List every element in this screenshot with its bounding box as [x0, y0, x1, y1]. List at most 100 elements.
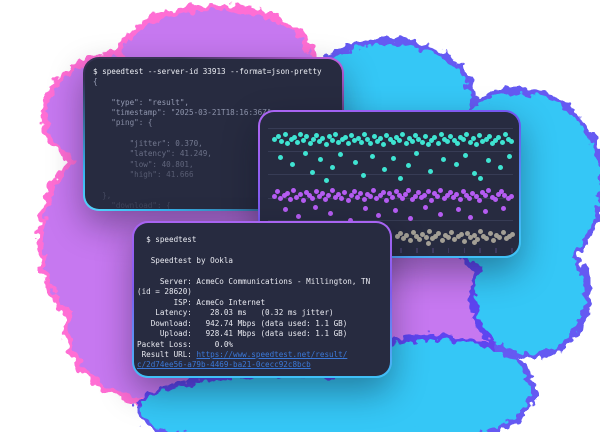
data-dot: [303, 133, 309, 139]
data-dot: [483, 235, 489, 241]
data-dot: [294, 139, 300, 145]
data-dot: [412, 193, 418, 199]
data-dot: [435, 140, 441, 146]
data-dot: [467, 139, 473, 145]
data-dot: [399, 195, 405, 201]
data-dot: [434, 193, 440, 199]
data-dot: [413, 233, 419, 239]
data-dot: [432, 233, 438, 239]
data-dot: [361, 131, 367, 137]
data-dot: [396, 192, 402, 198]
data-dot: [444, 192, 450, 198]
data-dot: [319, 135, 325, 141]
data-dot: [500, 229, 506, 235]
data-dot: [369, 153, 375, 159]
data-dot: [396, 137, 402, 143]
x-axis-tick: [447, 248, 450, 253]
data-dot: [370, 187, 376, 193]
data-dot: [386, 190, 392, 196]
data-dot: [400, 235, 406, 241]
data-dot: [399, 131, 405, 137]
data-dot: [460, 136, 466, 142]
data-dot: [274, 188, 280, 194]
terminal-window-summary: $ speedtest Speedtest by Ookla Server: A…: [132, 221, 392, 378]
data-dot: [499, 139, 505, 145]
data-dot: [387, 136, 393, 142]
data-dot: [288, 136, 294, 142]
data-dot: [319, 190, 325, 196]
data-dot: [394, 233, 400, 239]
data-dot: [441, 136, 447, 142]
data-dot: [312, 204, 318, 210]
data-dot: [306, 192, 312, 198]
data-dot: [477, 175, 483, 181]
data-dot: [326, 133, 332, 139]
data-dot: [282, 131, 288, 137]
data-dot: [403, 140, 409, 146]
data-dot: [309, 195, 315, 201]
data-dot: [473, 193, 479, 199]
data-dot: [483, 136, 489, 142]
data-dot: [423, 234, 429, 240]
latency-scatter-plot: [260, 112, 519, 256]
data-dot: [351, 137, 357, 143]
data-dot: [354, 194, 360, 200]
data-dot: [489, 140, 495, 146]
data-dot: [377, 192, 383, 198]
data-dot: [453, 161, 459, 167]
data-dot: [392, 207, 398, 213]
data-dot: [489, 194, 495, 200]
data-dot: [431, 190, 437, 196]
data-dot: [479, 189, 485, 195]
data-dot: [493, 232, 499, 238]
data-dot: [316, 193, 322, 199]
data-dot: [453, 191, 459, 197]
data-dot: [425, 240, 431, 246]
data-dot: [364, 136, 370, 142]
result-url-link[interactable]: https://www.speedtest.net/result/ c/2d74…: [137, 349, 348, 370]
data-dot: [440, 156, 446, 162]
data-dot: [490, 237, 496, 243]
data-dot: [407, 237, 413, 243]
data-dot: [317, 156, 323, 162]
data-dot: [375, 212, 381, 218]
data-dot: [422, 204, 428, 210]
data-dot: [397, 230, 403, 236]
data-dot: [508, 138, 514, 144]
data-dot: [338, 195, 344, 201]
data-dot: [322, 196, 328, 202]
plot-gridline: [268, 128, 513, 129]
data-dot: [506, 233, 512, 239]
data-dot: [309, 169, 315, 175]
data-dot: [377, 135, 383, 141]
data-dot: [448, 229, 454, 235]
data-dot: [437, 211, 443, 217]
data-dot: [435, 230, 441, 236]
data-dot: [289, 161, 295, 167]
data-dot: [485, 187, 491, 193]
data-dot: [327, 210, 333, 216]
data-dot: [454, 140, 460, 146]
summary-output: Speedtest by Ookla Server: AcmeCo Commun…: [137, 255, 371, 359]
data-dot: [502, 131, 508, 137]
data-dot: [441, 195, 447, 201]
data-dot: [347, 217, 353, 223]
data-dot: [467, 234, 473, 240]
x-axis-tick: [432, 248, 434, 253]
json-output-body: { "type": "result", "timestamp": "2025-0…: [93, 77, 276, 209]
data-dot: [380, 189, 386, 195]
data-dot: [332, 194, 338, 200]
data-dot: [374, 138, 380, 144]
data-dot: [405, 162, 411, 168]
data-dot: [291, 134, 297, 140]
data-dot: [461, 238, 467, 244]
data-dot: [467, 214, 473, 220]
x-axis-tick: [463, 248, 466, 253]
json-command-line: $ speedtest --server-id 33913 --format=j…: [93, 67, 322, 76]
data-dot: [482, 192, 488, 198]
data-dot: [422, 133, 428, 139]
data-dot: [455, 206, 461, 212]
data-dot: [500, 205, 506, 211]
x-axis-tick: [400, 248, 402, 253]
data-dot: [462, 152, 468, 158]
